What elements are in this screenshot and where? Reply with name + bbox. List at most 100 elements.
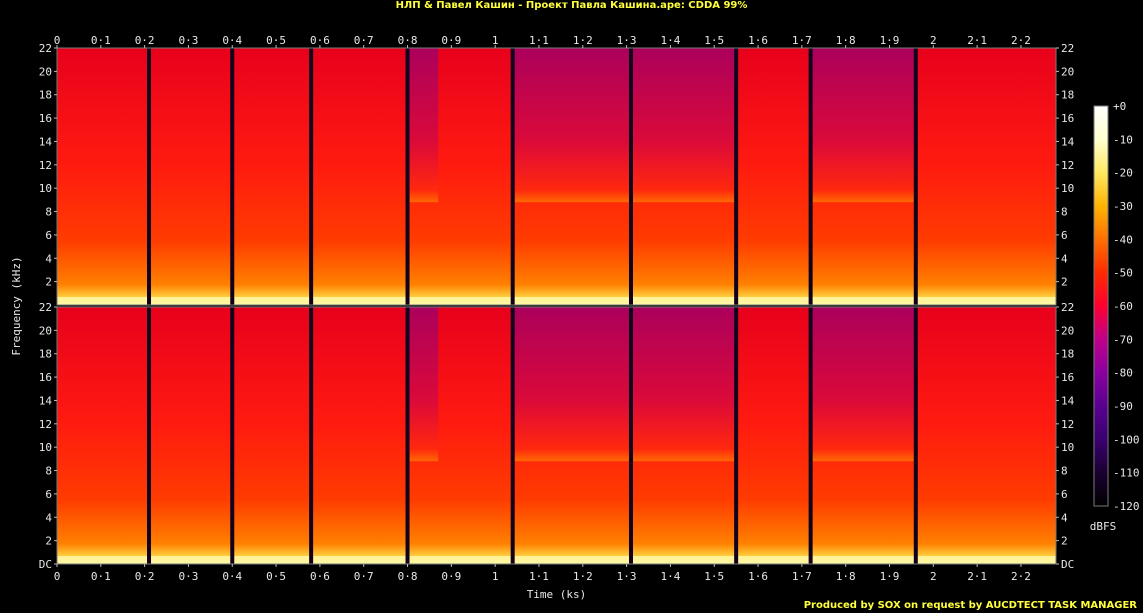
colorbar-tick-label: -120: [1113, 500, 1140, 513]
x-tick-label-bottom: 1·6: [748, 570, 768, 583]
colorbar-label: dBFS: [1090, 520, 1117, 533]
y-tick-label-right: 18: [1061, 89, 1074, 102]
colorbar: [1093, 105, 1109, 507]
track-boundary: [230, 48, 235, 305]
track-boundary: [808, 48, 813, 305]
colorbar-tick-label: -60: [1113, 300, 1133, 313]
x-tick-label-bottom: 1·3: [617, 570, 637, 583]
colorbar-tick-label: +0: [1113, 100, 1126, 113]
x-tick-label-bottom: 1·5: [704, 570, 724, 583]
y-tick-label-left: 12: [39, 418, 52, 431]
x-tick-label-bottom: 1: [492, 570, 499, 583]
x-tick-label-bottom: 2: [930, 570, 937, 583]
colorbar-tick-label: -10: [1113, 133, 1133, 146]
y-tick-label-right: 10: [1061, 182, 1074, 195]
x-tick-label-bottom: 0·9: [441, 570, 461, 583]
y-tick-label-right: 20: [1061, 324, 1074, 337]
track-boundary: [309, 307, 314, 564]
x-tick-label-bottom: 0·5: [266, 570, 286, 583]
y-tick-label-left: 8: [45, 206, 52, 219]
y-tick-label-right: 18: [1061, 348, 1074, 361]
x-tick-label-top: 0·9: [441, 34, 461, 47]
x-tick-label-top: 0·6: [310, 34, 330, 47]
x-tick-label-top: 1: [492, 34, 499, 47]
x-tick-label-top: 0·2: [135, 34, 155, 47]
y-tick-label-right: 8: [1061, 206, 1068, 219]
y-tick-label-left: 12: [39, 159, 52, 172]
y-tick-label-left: 22: [39, 301, 52, 314]
chart-title: НЛП & Павел Кашин - Проект Павла Кашина.…: [395, 0, 748, 11]
colorbar-tick-label: -100: [1113, 433, 1140, 446]
y-tick-label-left: 6: [45, 229, 52, 242]
x-tick-label-bottom: 0·1: [91, 570, 111, 583]
track-boundary: [628, 307, 633, 564]
track-boundary: [405, 307, 410, 564]
y-tick-label-left: 20: [39, 324, 52, 337]
y-tick-label-right: 2: [1061, 276, 1068, 289]
x-tick-label-top: 2: [930, 34, 937, 47]
channel-panel-1: [56, 47, 1057, 306]
track-boundary: [734, 48, 739, 305]
y-tick-label-left: 20: [39, 65, 52, 78]
x-tick-label-bottom: 2·2: [1011, 570, 1031, 583]
track-boundary: [147, 307, 152, 564]
x-tick-label-bottom: 0·3: [179, 570, 199, 583]
y-tick-label-left: 8: [45, 465, 52, 478]
y-tick-label-left: 18: [39, 89, 52, 102]
footer-credit: Produced by SOX on request by AUCDTECT T…: [803, 600, 1137, 611]
y-tick-label-left: 4: [45, 252, 52, 265]
x-tick-label-bottom: 1·9: [880, 570, 900, 583]
colorbar-tick-label: -70: [1113, 333, 1133, 346]
x-tick-label-bottom: 0·2: [135, 570, 155, 583]
x-tick-label-top: 1·5: [704, 34, 724, 47]
colorbar-tick-label: -90: [1113, 400, 1133, 413]
x-tick-label-top: 0·3: [179, 34, 199, 47]
track-boundary: [628, 48, 633, 305]
x-tick-label-bottom: 0·4: [222, 570, 242, 583]
x-tick-label-top: 0·7: [354, 34, 374, 47]
x-tick-label-top: 1·7: [792, 34, 812, 47]
track-boundary: [913, 307, 918, 564]
y-tick-label-left: DC: [39, 558, 52, 571]
y-tick-label-right: 22: [1061, 301, 1074, 314]
track-boundary: [808, 307, 813, 564]
track-boundary: [913, 48, 918, 305]
colorbar-tick-label: -80: [1113, 367, 1133, 380]
track-boundary: [510, 307, 515, 564]
y-tick-label-left: 14: [39, 394, 53, 407]
x-tick-label-top: 1·6: [748, 34, 768, 47]
x-tick-label-bottom: 1·8: [836, 570, 856, 583]
x-tick-label-bottom: 0·6: [310, 570, 330, 583]
x-tick-label-top: 2·2: [1011, 34, 1031, 47]
y-tick-label-left: 2: [45, 276, 52, 289]
y-tick-label-left: 18: [39, 348, 52, 361]
x-tick-label-top: 1·2: [573, 34, 593, 47]
y-tick-label-right: 14: [1061, 135, 1075, 148]
colorbar-tick-label: -40: [1113, 233, 1133, 246]
y-tick-label-left: 4: [45, 511, 52, 524]
y-tick-label-right: 8: [1061, 465, 1068, 478]
y-tick-label-right: 20: [1061, 65, 1074, 78]
track-boundary: [510, 48, 515, 305]
x-tick-label-bottom: 0: [54, 570, 61, 583]
colorbar-tick-label: -30: [1113, 200, 1133, 213]
x-tick-label-top: 0: [54, 34, 61, 47]
y-tick-label-right: 12: [1061, 159, 1074, 172]
x-tick-label-bottom: 0·7: [354, 570, 374, 583]
y-tick-label-right: 4: [1061, 252, 1068, 265]
x-tick-label-bottom: 1·2: [573, 570, 593, 583]
track-boundary: [309, 48, 314, 305]
channel-panel-2: [56, 306, 1057, 565]
colorbar-tick-label: -20: [1113, 167, 1133, 180]
x-tick-label-top: 1·3: [617, 34, 637, 47]
y-tick-label-right: 16: [1061, 371, 1074, 384]
x-tick-label-bottom: 1·1: [529, 570, 549, 583]
y-tick-label-right: 6: [1061, 488, 1068, 501]
x-tick-label-bottom: 2·1: [967, 570, 987, 583]
y-tick-label-left: 16: [39, 371, 52, 384]
y-tick-label-left: 10: [39, 182, 52, 195]
y-tick-label-right: DC: [1061, 558, 1074, 571]
y-tick-label-left: 16: [39, 112, 52, 125]
